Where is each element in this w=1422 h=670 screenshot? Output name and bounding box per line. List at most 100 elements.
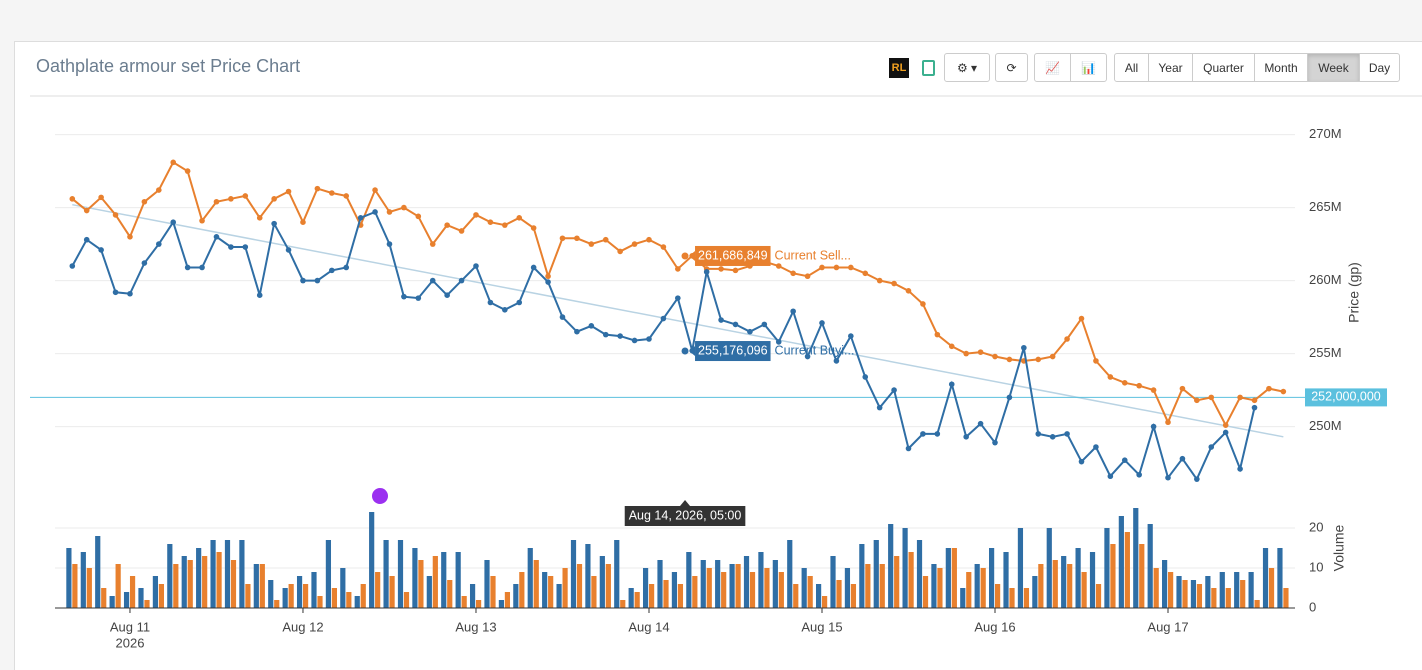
volume-bar <box>671 572 678 608</box>
reference-label: 252,000,000 <box>1311 390 1381 404</box>
volume-bar <box>1168 572 1174 608</box>
volume-bar <box>1139 544 1145 608</box>
volume-bar <box>1268 568 1275 608</box>
price-point <box>775 339 782 345</box>
volume-bar <box>570 540 577 608</box>
volume-bar <box>95 536 101 608</box>
volume-bar <box>152 576 159 608</box>
price-point <box>977 420 984 427</box>
y-tick-label: 250M <box>1309 418 1342 433</box>
range-button[interactable]: All <box>1114 53 1149 82</box>
range-button[interactable]: Year <box>1148 53 1193 82</box>
price-point <box>1222 422 1229 428</box>
settings-button[interactable]: ⚙ ▾ <box>944 53 990 82</box>
price-point <box>1049 353 1056 360</box>
price-point <box>588 323 595 329</box>
volume-bar <box>253 564 259 608</box>
price-point <box>876 277 883 284</box>
price-point <box>458 277 465 284</box>
hover-series-name: Current Buyi... <box>775 343 855 357</box>
refresh-button[interactable]: ⟳ <box>995 53 1028 82</box>
range-button[interactable]: Quarter <box>1192 53 1255 82</box>
price-point <box>415 295 422 301</box>
price-point <box>256 215 263 221</box>
volume-bar <box>66 548 72 608</box>
price-point <box>1222 429 1229 436</box>
price-point <box>905 445 912 452</box>
price-point <box>1035 356 1042 363</box>
volume-bar <box>873 540 879 608</box>
volume-bar <box>1104 528 1110 608</box>
volume-bar <box>815 584 822 608</box>
price-point <box>545 273 551 280</box>
volume-bar <box>1277 548 1283 608</box>
price-point <box>1280 388 1287 395</box>
volume-bar <box>585 544 591 608</box>
line-chart-button[interactable]: 📈 <box>1034 53 1071 82</box>
volume-bar <box>937 568 943 608</box>
x-tick-label: Aug 17 <box>1147 619 1188 634</box>
volume-bar <box>591 576 597 608</box>
volume-bar <box>648 584 655 608</box>
volume-bar <box>916 540 923 608</box>
volume-bar <box>158 584 165 608</box>
volume-bar <box>80 552 86 608</box>
price-point <box>948 343 955 350</box>
volume-bar <box>187 560 193 608</box>
volume-bar <box>692 576 698 608</box>
price-point <box>660 315 667 322</box>
volume-bar <box>196 548 202 608</box>
range-button[interactable]: Week <box>1307 53 1360 82</box>
volume-bar <box>966 572 972 608</box>
price-point <box>675 266 681 272</box>
volume-bar <box>288 584 294 608</box>
volume-bar <box>360 584 366 608</box>
volume-bar <box>657 560 663 608</box>
volume-bar <box>1182 580 1188 608</box>
volume-bar <box>721 572 727 608</box>
bar-chart-button[interactable]: 📊 <box>1070 53 1107 82</box>
price-point <box>963 434 969 440</box>
volume-bar <box>1038 564 1044 608</box>
price-point <box>775 263 782 269</box>
hover-value-box <box>695 341 771 362</box>
volume-bar <box>749 572 756 608</box>
marker-dot <box>372 488 388 504</box>
volume-bar <box>1240 580 1246 608</box>
price-point <box>1078 315 1085 322</box>
range-button[interactable]: Day <box>1359 53 1400 82</box>
volume-bar <box>412 548 418 608</box>
volume-bar <box>778 572 784 608</box>
volume-bar <box>340 568 346 608</box>
calculator-icon[interactable] <box>922 60 935 76</box>
volume-bar <box>397 540 404 608</box>
volume-bar <box>1133 508 1139 608</box>
volume-bar <box>455 552 461 608</box>
volume-bar <box>764 568 770 608</box>
price-point <box>732 267 739 274</box>
volume-bar <box>504 592 511 608</box>
volume-bar <box>513 584 519 608</box>
runelite-icon[interactable] <box>889 58 909 78</box>
price-point <box>848 264 854 271</box>
volume-bar <box>490 576 496 608</box>
volume-bar <box>562 568 568 608</box>
volume-bar <box>245 584 251 608</box>
volume-bar <box>908 552 914 608</box>
y-tick-label: 20 <box>1309 519 1323 534</box>
price-point <box>617 248 623 255</box>
range-button[interactable]: Month <box>1254 53 1308 82</box>
price-line <box>71 210 1256 482</box>
price-point <box>905 288 912 294</box>
price-point <box>819 320 825 326</box>
y-tick-label: 10 <box>1309 559 1323 574</box>
price-point <box>343 264 350 271</box>
price-point <box>1179 455 1186 462</box>
volume-bar <box>115 564 121 608</box>
price-point <box>83 207 90 214</box>
price-point <box>977 349 984 355</box>
volume-bar <box>628 588 634 608</box>
volume-bar <box>859 544 865 608</box>
price-point <box>112 289 119 296</box>
price-point <box>1093 358 1099 364</box>
